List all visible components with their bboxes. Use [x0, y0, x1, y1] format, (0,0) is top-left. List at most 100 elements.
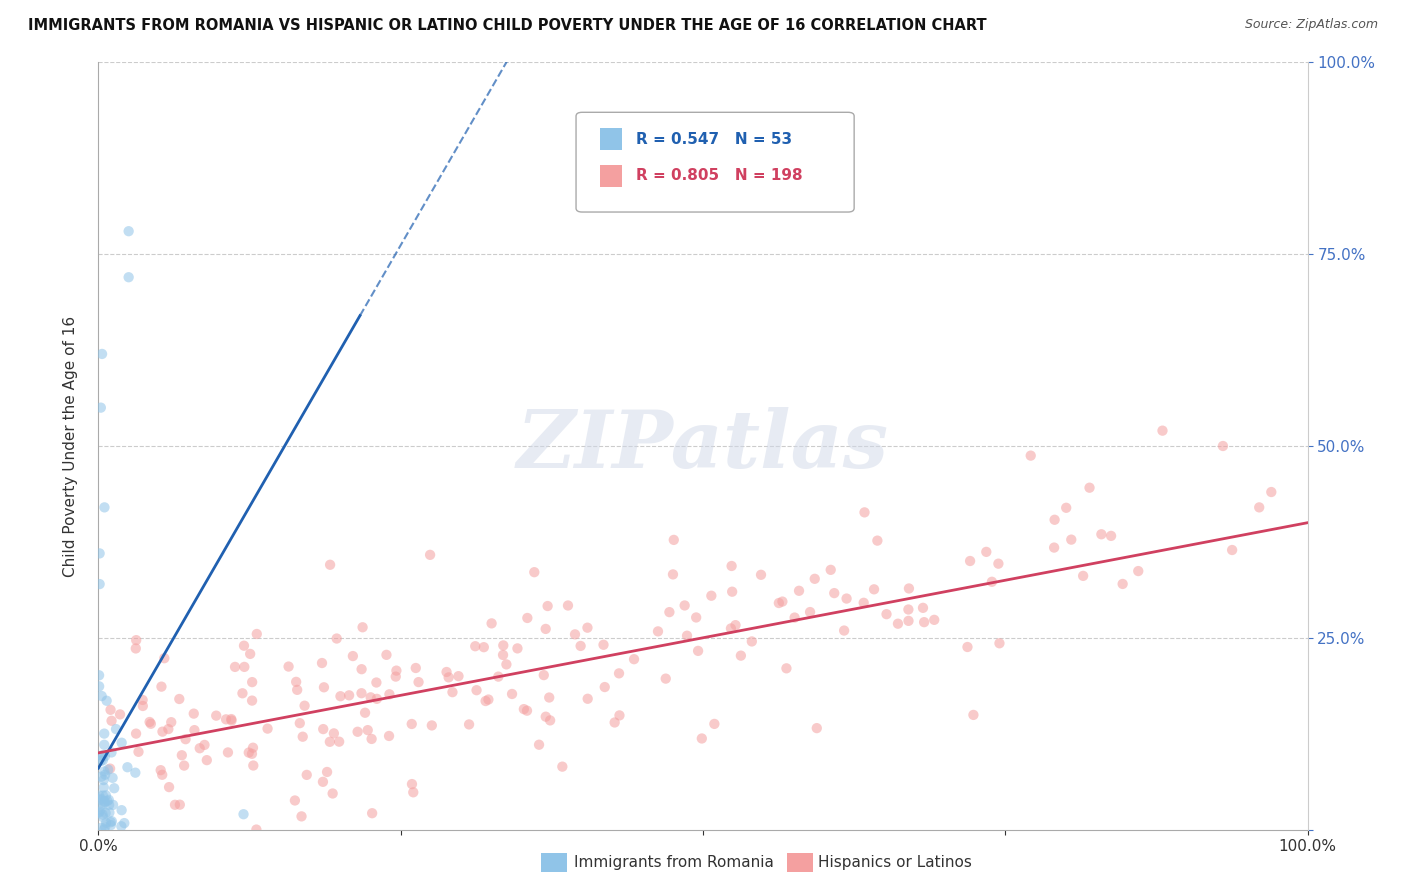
Point [256, 722, 278, 736]
Point [195, 753, 218, 767]
Point [245, 822, 267, 837]
Point [378, 687, 401, 701]
Point [96, 794, 118, 808]
Point [876, 607, 898, 622]
Point [536, 599, 558, 613]
Point [316, 764, 339, 779]
Point [1078, 481, 1101, 495]
Point [385, 664, 408, 678]
Point [174, 732, 197, 747]
Point [775, 661, 797, 675]
Point [803, 572, 825, 586]
Point [956, 640, 979, 654]
Point [988, 636, 1011, 650]
Point [1054, 500, 1077, 515]
Point [724, 618, 747, 632]
Point [375, 648, 398, 662]
Point [285, 682, 308, 697]
Point [87, 668, 110, 682]
Point [312, 774, 335, 789]
Point [170, 748, 193, 763]
Point [806, 721, 828, 735]
Point [325, 632, 347, 646]
Point [311, 656, 333, 670]
Point [160, 715, 183, 730]
Point [124, 765, 146, 780]
Point [183, 723, 205, 738]
Point [420, 718, 443, 732]
Point [922, 613, 945, 627]
Point [93, 726, 115, 740]
Point [138, 714, 160, 729]
Point [887, 616, 910, 631]
Point [378, 729, 401, 743]
Point [205, 708, 228, 723]
Point [1043, 513, 1066, 527]
Point [93, 500, 115, 515]
Point [437, 670, 460, 684]
Point [288, 716, 311, 731]
Point [823, 586, 845, 600]
Point [94, 768, 117, 782]
Point [1019, 449, 1042, 463]
Point [89, 679, 111, 693]
Text: R = 0.547   N = 53: R = 0.547 N = 53 [637, 132, 793, 146]
Point [111, 736, 134, 750]
Point [238, 746, 260, 760]
Point [360, 731, 382, 746]
Point [593, 680, 616, 694]
Point [720, 622, 742, 636]
Point [233, 660, 256, 674]
Point [959, 554, 981, 568]
Point [93, 794, 115, 808]
Point [100, 703, 122, 717]
Point [912, 615, 935, 629]
Point [112, 816, 135, 830]
Text: ZIPatlas: ZIPatlas [517, 408, 889, 484]
Point [240, 675, 263, 690]
Point [465, 683, 488, 698]
Point [94, 820, 117, 834]
Point [662, 533, 685, 547]
Point [91, 789, 114, 803]
Point [592, 638, 614, 652]
Point [401, 777, 423, 791]
Point [240, 747, 263, 761]
Point [93, 822, 115, 837]
Point [322, 787, 344, 801]
Point [401, 717, 423, 731]
Point [492, 648, 515, 662]
Point [486, 670, 509, 684]
Point [93, 738, 115, 752]
Point [1071, 569, 1094, 583]
Point [125, 633, 148, 648]
Point [662, 567, 685, 582]
Point [534, 622, 557, 636]
Text: IMMIGRANTS FROM ROMANIA VS HISPANIC OR LATINO CHILD POVERTY UNDER THE AGE OF 16 : IMMIGRANTS FROM ROMANIA VS HISPANIC OR L… [28, 18, 987, 33]
Point [163, 797, 186, 812]
Point [436, 665, 458, 679]
Point [100, 815, 122, 830]
Point [346, 724, 368, 739]
Point [464, 639, 486, 653]
Point [832, 624, 855, 638]
Point [720, 559, 742, 574]
Point [1260, 485, 1282, 500]
Point [350, 686, 373, 700]
Point [97, 793, 120, 807]
Point [90, 401, 112, 415]
Point [911, 600, 934, 615]
Point [183, 706, 205, 721]
Point [853, 505, 876, 519]
Point [224, 660, 246, 674]
Point [97, 763, 120, 777]
Point [501, 687, 523, 701]
Point [538, 714, 561, 728]
Point [658, 605, 681, 619]
Point [242, 758, 264, 772]
Point [1043, 541, 1066, 555]
Point [101, 797, 124, 812]
Point [111, 803, 134, 817]
Point [897, 602, 920, 616]
Point [285, 674, 308, 689]
